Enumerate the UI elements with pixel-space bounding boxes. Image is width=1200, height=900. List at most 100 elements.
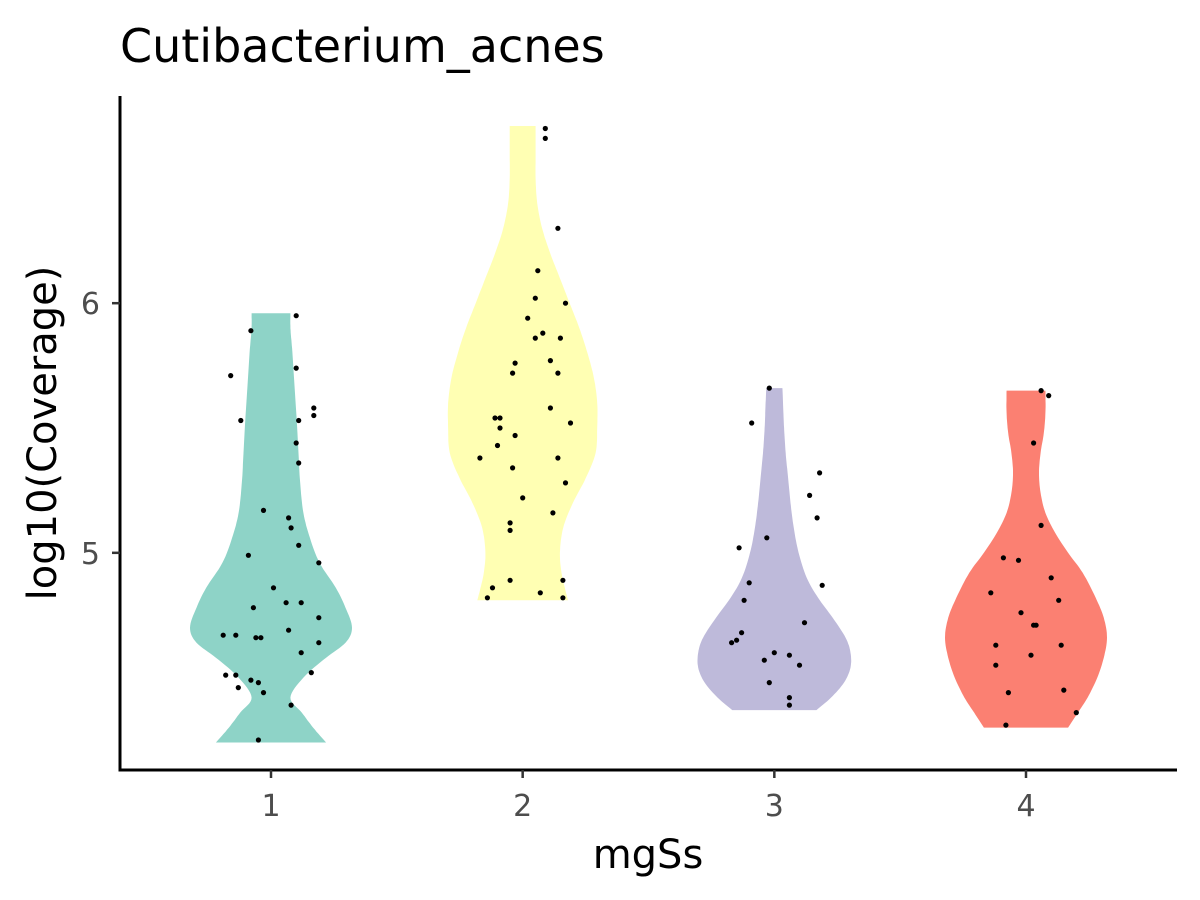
violin-2 xyxy=(447,126,598,601)
data-point-1-1 xyxy=(228,373,234,379)
data-point-2-18 xyxy=(497,425,503,431)
data-point-2-27 xyxy=(550,510,556,516)
data-point-3-18 xyxy=(796,662,803,668)
data-point-3-14 xyxy=(729,640,735,646)
data-point-1-6 xyxy=(311,405,317,411)
data-point-2-30 xyxy=(507,577,513,583)
data-point-3-12 xyxy=(739,630,745,636)
data-point-4-19 xyxy=(1073,710,1079,716)
data-point-1-27 xyxy=(316,640,322,646)
data-point-3-4 xyxy=(807,492,813,498)
data-point-1-10 xyxy=(296,460,302,466)
data-point-2-10 xyxy=(557,335,564,341)
data-point-2-24 xyxy=(509,465,516,471)
data-point-1-3 xyxy=(238,417,244,424)
data-point-2-23 xyxy=(555,455,561,461)
data-point-2-9 xyxy=(532,335,538,341)
data-point-4-17 xyxy=(1005,690,1012,696)
data-point-2-3 xyxy=(555,225,561,231)
x-axis-ticks: 1 2 3 4 xyxy=(261,770,1036,824)
y-axis-ticks: 56 xyxy=(81,287,120,572)
data-point-3-7 xyxy=(736,545,742,551)
data-point-4-15 xyxy=(1028,652,1034,658)
data-point-2-8 xyxy=(540,330,546,336)
data-point-4-9 xyxy=(1056,597,1062,603)
data-point-2-17 xyxy=(497,415,503,421)
data-point-1-15 xyxy=(245,552,251,558)
data-point-4-3 xyxy=(1031,440,1037,446)
data-point-3-8 xyxy=(746,580,752,586)
data-point-4-6 xyxy=(1015,557,1022,563)
data-point-1-19 xyxy=(250,605,256,611)
data-point-2-25 xyxy=(562,480,569,486)
data-point-1-11 xyxy=(260,507,267,513)
data-point-2-35 xyxy=(560,595,566,601)
data-point-4-10 xyxy=(1018,610,1024,616)
data-point-1-9 xyxy=(293,440,299,446)
data-point-2-1 xyxy=(542,125,548,132)
data-point-4-4 xyxy=(1038,522,1044,529)
data-point-1-5 xyxy=(293,365,299,371)
data-point-4-20 xyxy=(1003,722,1009,728)
data-point-4-5 xyxy=(1000,555,1007,561)
data-point-2-16 xyxy=(492,415,498,421)
data-point-3-20 xyxy=(786,695,793,701)
data-point-1-12 xyxy=(286,515,292,521)
data-point-2-28 xyxy=(507,520,513,526)
chart-title: Cutibacterium_acnes xyxy=(120,19,605,73)
data-point-3-1 xyxy=(766,385,772,391)
data-point-3-16 xyxy=(786,652,793,658)
data-point-4-1 xyxy=(1038,388,1044,394)
data-point-3-19 xyxy=(766,680,772,686)
data-point-3-11 xyxy=(801,620,808,626)
data-point-1-8 xyxy=(296,417,302,424)
data-point-2-34 xyxy=(537,590,543,596)
data-point-1-7 xyxy=(311,412,317,419)
data-point-2-20 xyxy=(512,432,518,439)
data-point-1-35 xyxy=(260,690,267,696)
data-point-1-28 xyxy=(298,650,304,656)
data-point-2-11 xyxy=(512,360,518,366)
data-point-1-21 xyxy=(316,615,322,621)
violin-4 xyxy=(945,390,1107,728)
data-point-2-2 xyxy=(542,135,548,141)
data-point-1-37 xyxy=(255,737,261,743)
data-point-3-21 xyxy=(786,702,793,708)
data-point-2-12 xyxy=(547,358,554,364)
data-point-1-30 xyxy=(223,672,229,678)
data-point-1-2 xyxy=(248,328,254,334)
x-axis-title: mgSs xyxy=(593,832,704,878)
data-point-4-8 xyxy=(988,590,994,596)
data-point-1-34 xyxy=(235,685,241,691)
data-point-4-14 xyxy=(1058,642,1064,648)
data-point-2-7 xyxy=(525,315,531,321)
data-point-2-15 xyxy=(547,405,554,411)
data-point-3-17 xyxy=(761,657,767,663)
data-point-2-14 xyxy=(555,370,561,376)
data-point-1-18 xyxy=(283,600,289,606)
y-tick-label-5: 5 xyxy=(81,537,100,572)
data-point-1-25 xyxy=(253,635,259,641)
data-point-2-29 xyxy=(507,527,513,534)
data-point-2-4 xyxy=(535,268,541,274)
data-point-1-32 xyxy=(248,677,254,683)
data-point-2-32 xyxy=(560,577,566,583)
data-point-3-15 xyxy=(771,650,777,656)
data-point-2-21 xyxy=(494,442,501,449)
y-axis-title: log10(Coverage) xyxy=(20,266,66,601)
data-point-3-10 xyxy=(741,597,747,603)
data-point-1-16 xyxy=(316,560,322,566)
data-point-2-13 xyxy=(509,370,516,376)
jitter-points xyxy=(220,125,1079,743)
data-point-4-18 xyxy=(1061,687,1067,693)
data-point-4-12 xyxy=(1033,622,1039,628)
data-point-4-2 xyxy=(1046,393,1052,399)
data-point-1-24 xyxy=(220,632,226,638)
data-point-3-2 xyxy=(749,420,755,426)
data-point-2-19 xyxy=(567,420,574,426)
data-point-4-16 xyxy=(993,662,999,668)
data-point-1-31 xyxy=(233,672,239,678)
data-point-1-4 xyxy=(293,313,299,319)
data-point-3-3 xyxy=(817,470,823,476)
